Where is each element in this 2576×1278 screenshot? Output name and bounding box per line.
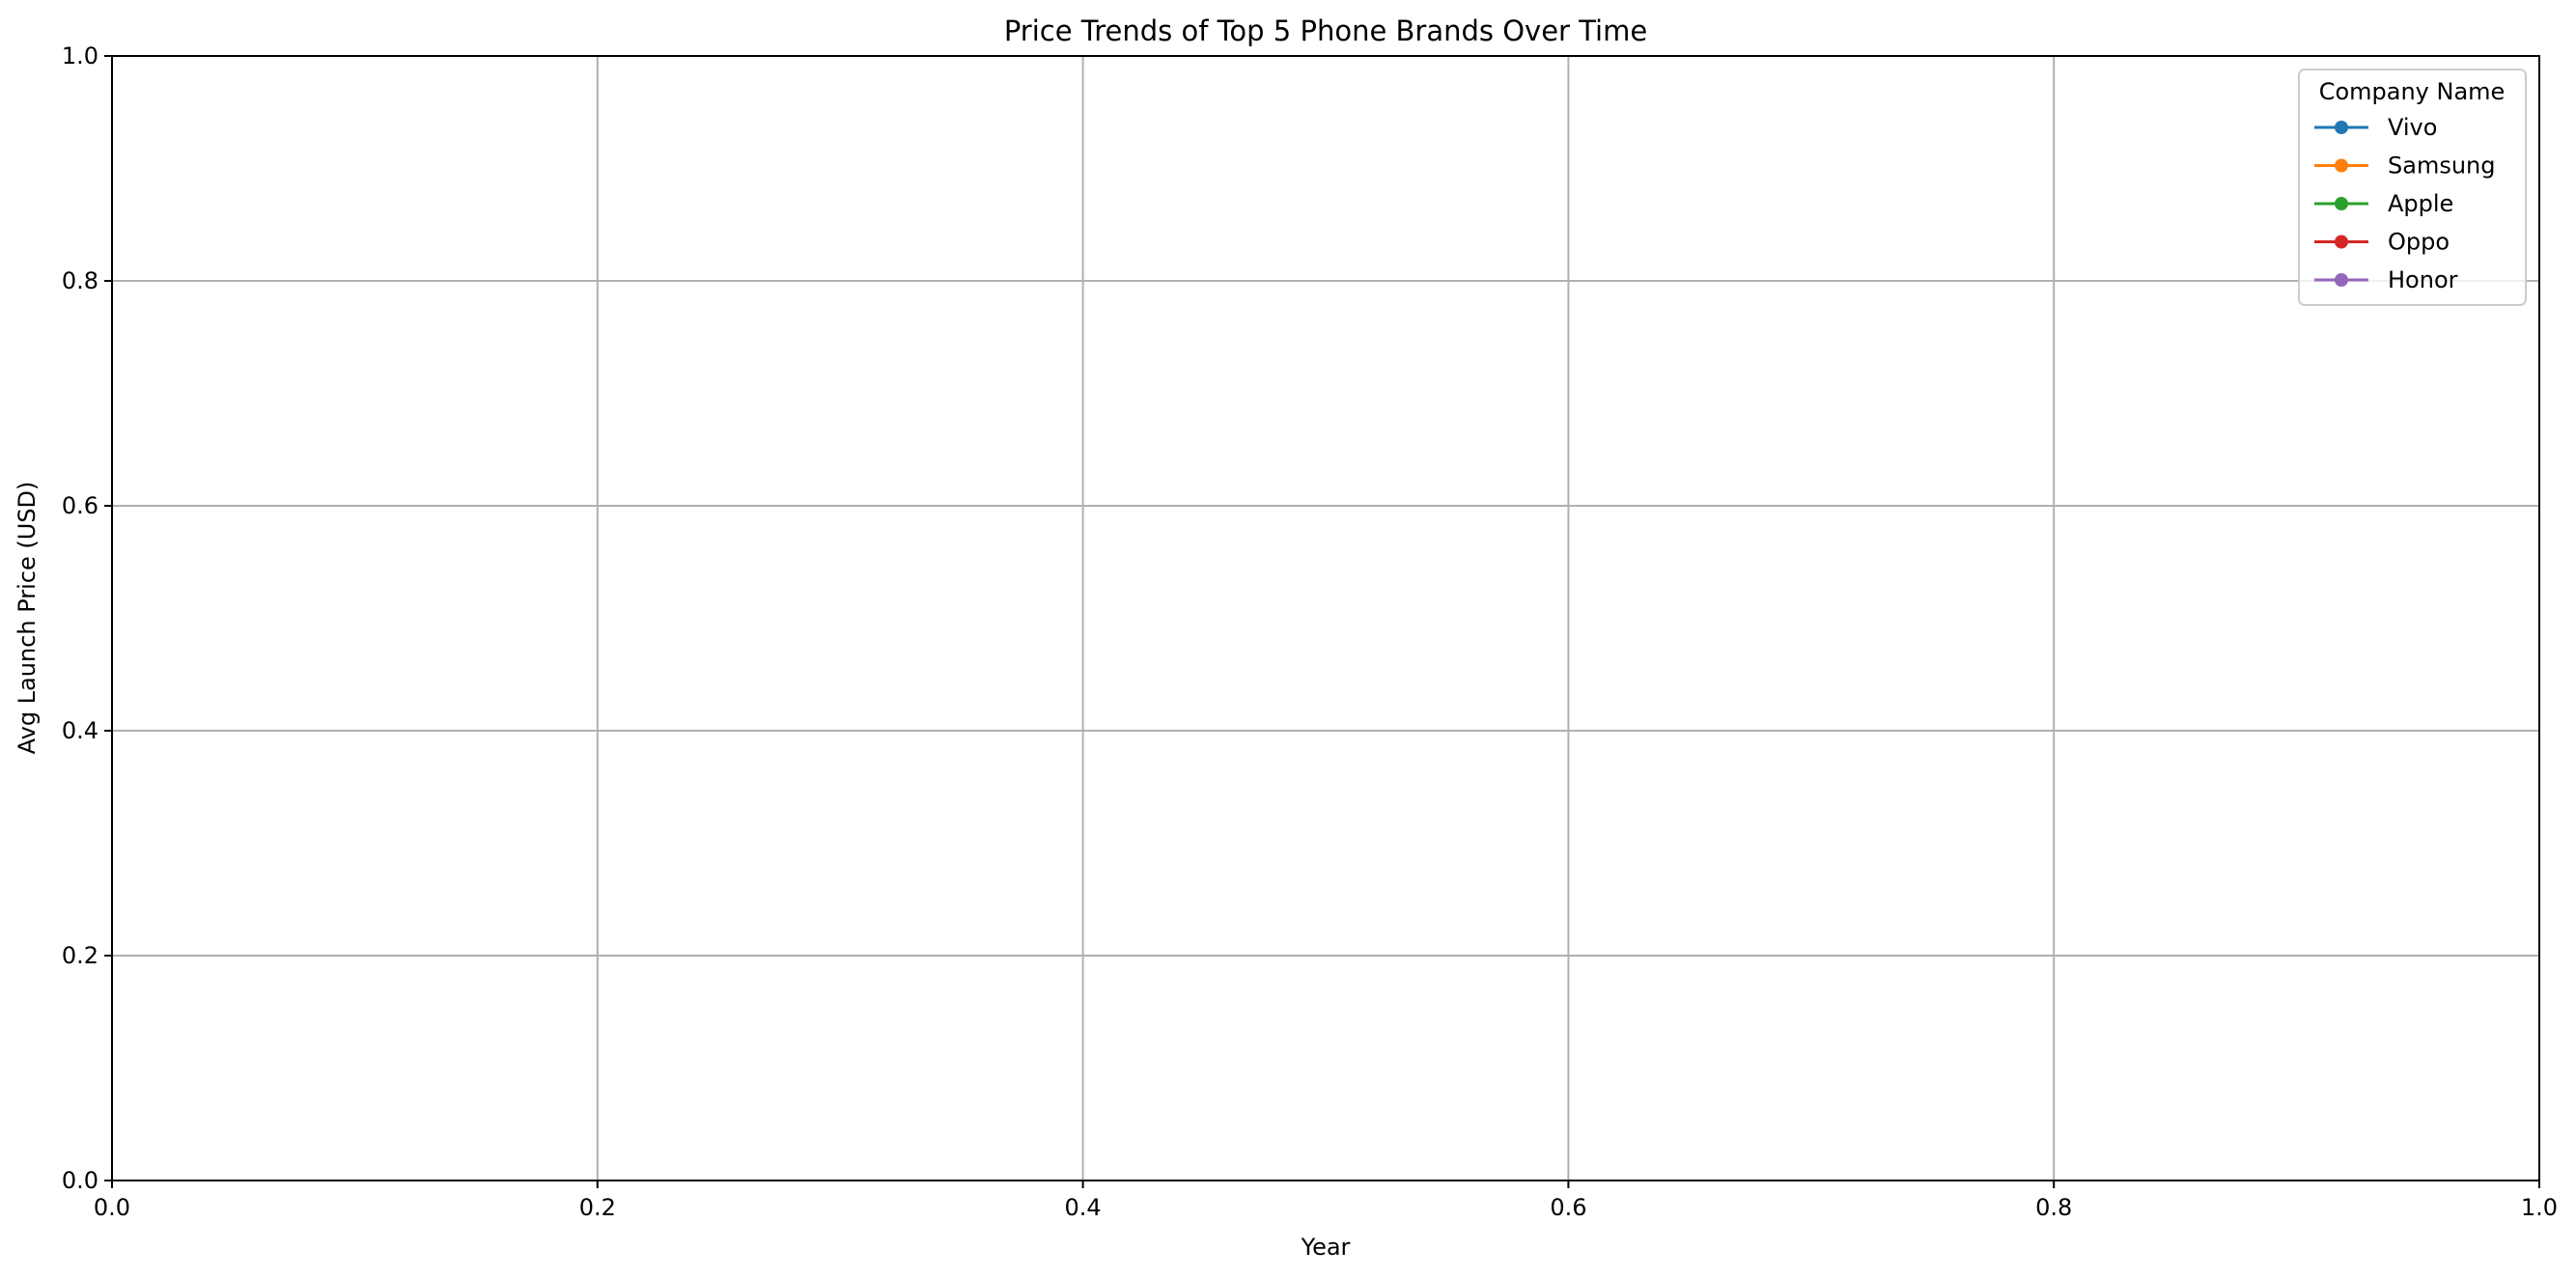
legend-label-samsung: Samsung <box>2388 153 2495 180</box>
chart-title: Price Trends of Top 5 Phone Brands Over … <box>1004 14 1647 47</box>
legend-title: Company Name <box>2319 78 2506 105</box>
legend-marker-vivo <box>2335 121 2348 134</box>
x-tick-label: 0.4 <box>1065 1194 1102 1221</box>
x-tick-label: 0.0 <box>94 1194 130 1221</box>
legend-marker-oppo <box>2335 235 2348 249</box>
x-tick-label: 0.6 <box>1550 1194 1586 1221</box>
y-tick-label: 0.6 <box>62 492 98 519</box>
y-tick-label: 0.8 <box>62 267 98 294</box>
plot-area <box>112 56 2539 1181</box>
y-tick-label: 0.0 <box>62 1167 98 1194</box>
y-axis-label: Avg Launch Price (USD) <box>14 482 41 755</box>
axes: 0.0 0.2 0.4 0.6 0.8 1.0 0.0 0.2 0.4 0.6 0.8 1.0 <box>62 42 2558 1221</box>
legend-marker-apple <box>2335 197 2348 210</box>
y-tick-label: 1.0 <box>62 42 98 69</box>
legend: Company Name Vivo Samsung Apple Oppo Honor <box>2298 69 2527 306</box>
y-tick-label: 0.4 <box>62 717 98 744</box>
x-tick-label: 1.0 <box>2521 1194 2558 1221</box>
x-tick-label: 0.8 <box>2035 1194 2072 1221</box>
y-tick-label: 0.2 <box>62 942 98 969</box>
legend-marker-samsung <box>2335 158 2348 173</box>
plot-frame <box>111 55 2540 1181</box>
x-tick-label: 0.2 <box>579 1194 616 1221</box>
legend-label-apple: Apple <box>2388 190 2453 217</box>
legend-label-honor: Honor <box>2388 266 2458 293</box>
legend-label-oppo: Oppo <box>2388 229 2450 256</box>
legend-marker-honor <box>2335 273 2348 287</box>
legend-entries: Vivo Samsung Apple Oppo Honor <box>2314 114 2495 293</box>
legend-label-vivo: Vivo <box>2388 114 2437 141</box>
x-axis-label: Year <box>1301 1234 1351 1261</box>
